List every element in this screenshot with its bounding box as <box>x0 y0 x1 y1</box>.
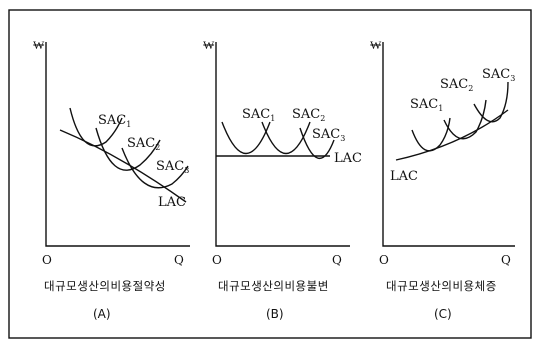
panel-a-tag: (A) <box>93 307 111 321</box>
panel-a-y-axis-label: ₩ <box>33 38 45 52</box>
panel-b-sac2-curve <box>261 121 311 154</box>
panel-a-sac2-label: SAC2 <box>127 136 160 152</box>
panel-b-y-axis-label: ₩ <box>203 38 215 52</box>
panel-c-y-axis-label: ₩ <box>370 38 382 52</box>
panel-a-caption: 대규모생산의비용절약성 <box>44 279 166 293</box>
panel-c-sac2-curve <box>443 99 487 140</box>
panel-c-sac2-label: SAC2 <box>440 77 473 93</box>
panel-c-x-axis-label: Q <box>501 253 511 267</box>
figure-frame <box>8 9 532 339</box>
panel-c-lac-curve <box>395 109 509 161</box>
panel-c-tag: (C) <box>434 307 452 321</box>
panel-b-sac2-label: SAC2 <box>292 107 325 123</box>
panel-b: ₩ O Q SAC1 SAC2 SAC3 LAC 대규모생산의비용불변 (B) <box>203 38 362 321</box>
panel-b-lac-label: LAC <box>334 151 362 166</box>
panel-a-sac2-curve <box>95 127 161 171</box>
panel-a-sac1-curve <box>69 107 123 147</box>
panel-a-sac1-label: SAC1 <box>98 113 131 129</box>
panel-b-x-axis-label: Q <box>332 253 342 267</box>
panel-a-axes <box>45 42 190 247</box>
panel-b-axes <box>215 42 350 247</box>
panel-c-axes <box>382 42 515 247</box>
panel-a: ₩ O Q SAC1 SAC2 SAC3 LAC 대규모생산의비용절약성 (A) <box>33 38 190 321</box>
panel-c: ₩ O Q SAC1 SAC2 SAC3 LAC 대규모생산의비용체증 (C) <box>370 38 515 321</box>
panel-a-origin-label: O <box>42 253 52 267</box>
panel-c-sac1-label: SAC1 <box>410 97 443 113</box>
panel-a-lac-curve <box>59 129 187 203</box>
panel-c-origin-label: O <box>379 253 389 267</box>
panel-a-sac3-label: SAC3 <box>156 159 189 175</box>
panel-a-lac-label: LAC <box>158 195 186 210</box>
panel-b-sac1-label: SAC1 <box>242 107 275 123</box>
panel-a-sac3-curve <box>121 147 189 189</box>
panel-a-x-axis-label: Q <box>174 253 184 267</box>
panel-c-sac3-label: SAC3 <box>482 67 515 83</box>
panel-b-tag: (B) <box>266 307 284 321</box>
panel-b-sac3-curve <box>299 127 335 160</box>
panel-b-caption: 대규모생산의비용불변 <box>218 279 329 293</box>
panel-b-origin-label: O <box>212 253 222 267</box>
panel-c-sac3-curve <box>473 81 509 123</box>
panel-c-lac-label: LAC <box>390 169 418 184</box>
panel-b-sac3-label: SAC3 <box>312 127 345 143</box>
panel-c-caption: 대규모생산의비용체증 <box>386 279 497 293</box>
panel-b-sac1-curve <box>221 121 271 154</box>
